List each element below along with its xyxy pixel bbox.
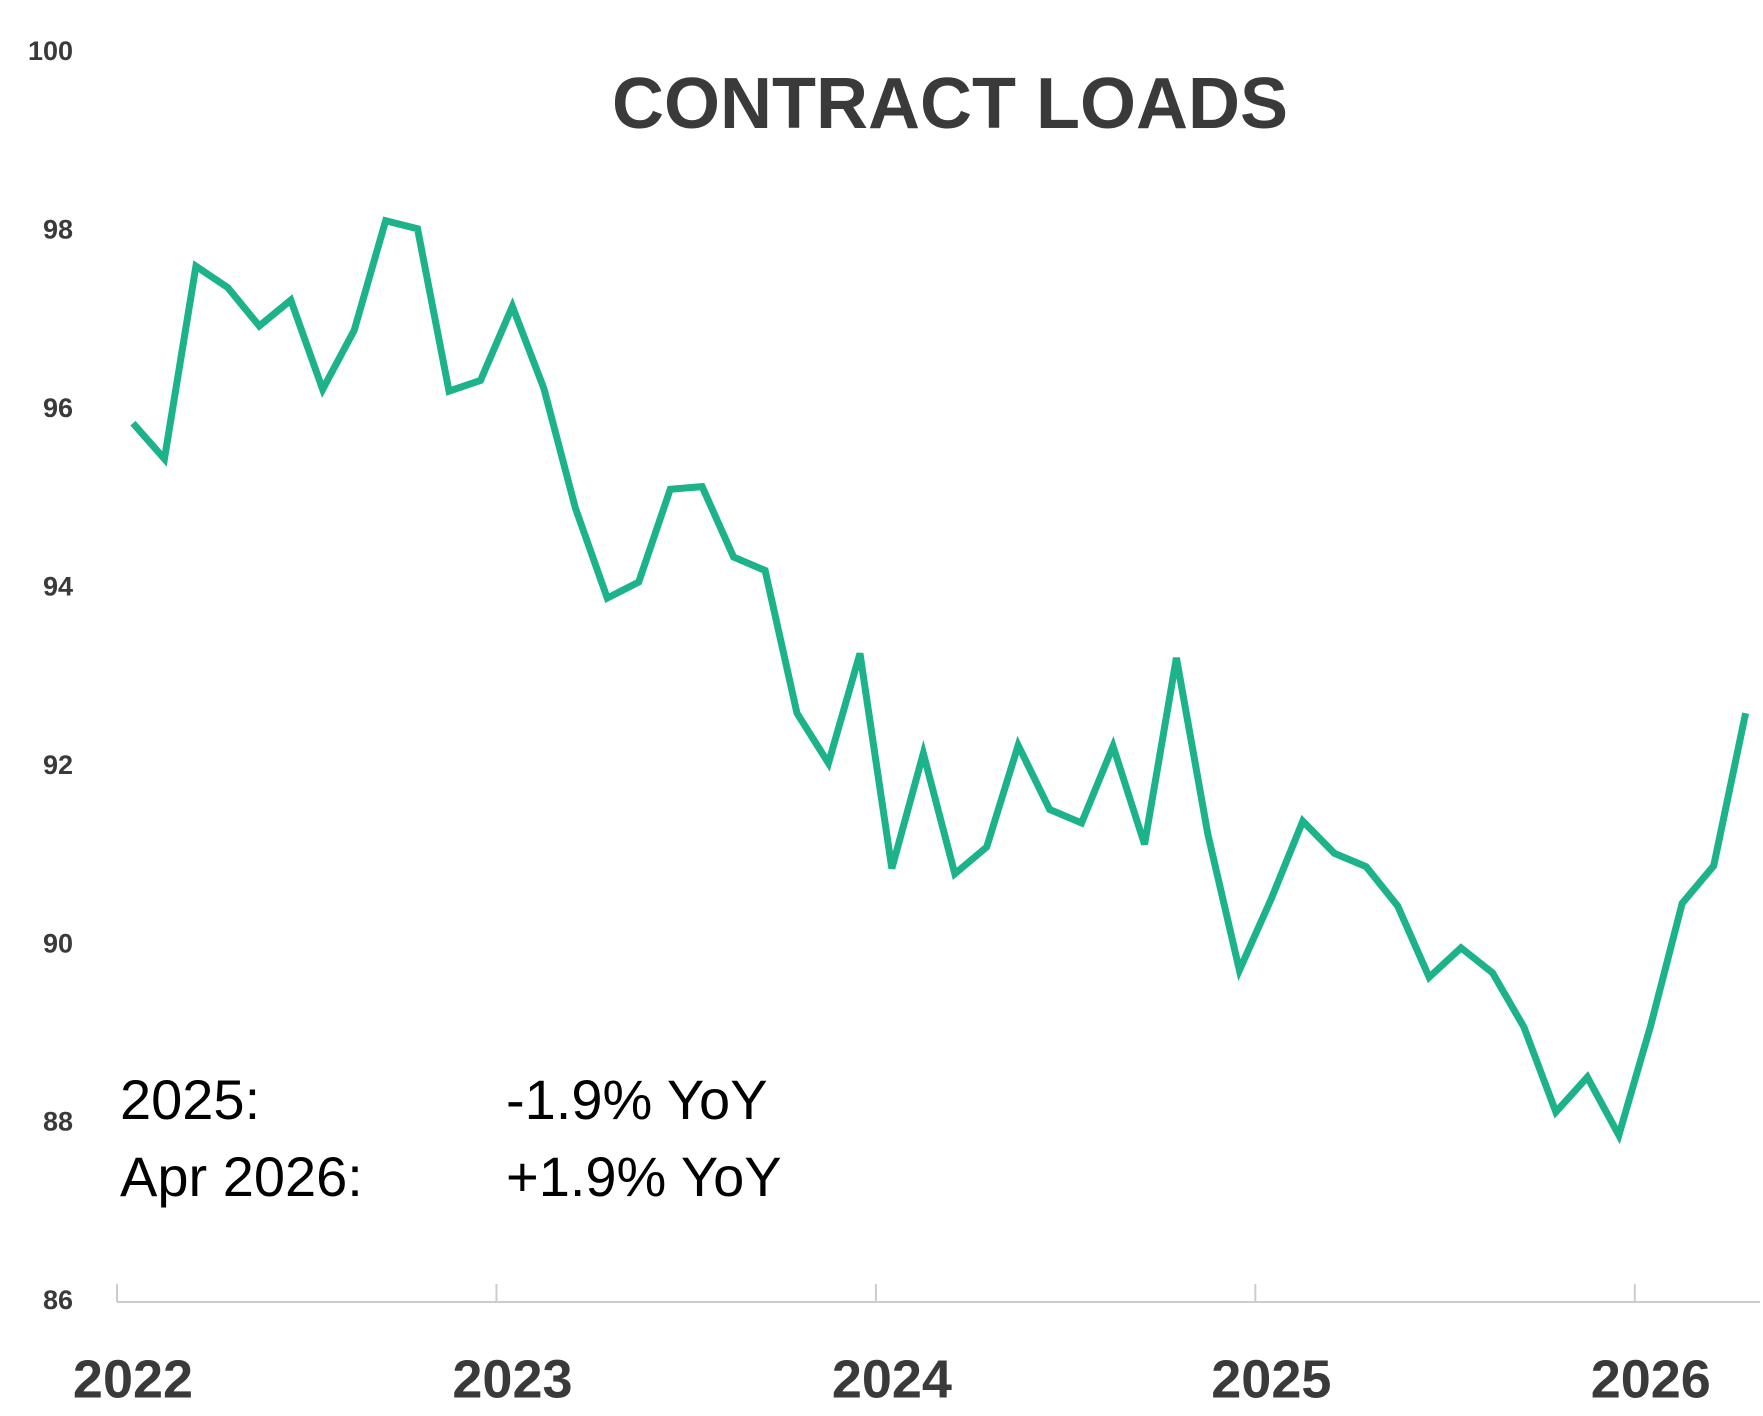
y-tick-label: 92 xyxy=(43,750,73,780)
annotation-text: +1.9% YoY xyxy=(506,1145,782,1208)
x-tick-label: 2026 xyxy=(1591,1349,1711,1409)
y-tick-label: 86 xyxy=(43,1285,73,1315)
chart-title: CONTRACT LOADS xyxy=(612,64,1288,144)
x-tick-label: 2024 xyxy=(832,1349,952,1409)
data-line xyxy=(130,216,1750,1145)
annotation-label: 2025: xyxy=(120,1068,260,1131)
x-tick-label: 2023 xyxy=(452,1349,572,1409)
annotation-text: -1.9% YoY xyxy=(506,1068,768,1131)
x-tick-label: 2025 xyxy=(1211,1349,1331,1409)
y-tick-label: 88 xyxy=(43,1107,73,1137)
y-tick-label: 96 xyxy=(43,393,73,423)
y-tick-label: 90 xyxy=(43,928,73,958)
y-tick-label: 94 xyxy=(43,571,73,601)
x-tick-label: 2022 xyxy=(73,1349,193,1409)
y-tick-label: 100 xyxy=(28,36,73,66)
y-tick-label: 98 xyxy=(43,215,73,245)
annotation-label: Apr 2026: xyxy=(120,1145,363,1208)
